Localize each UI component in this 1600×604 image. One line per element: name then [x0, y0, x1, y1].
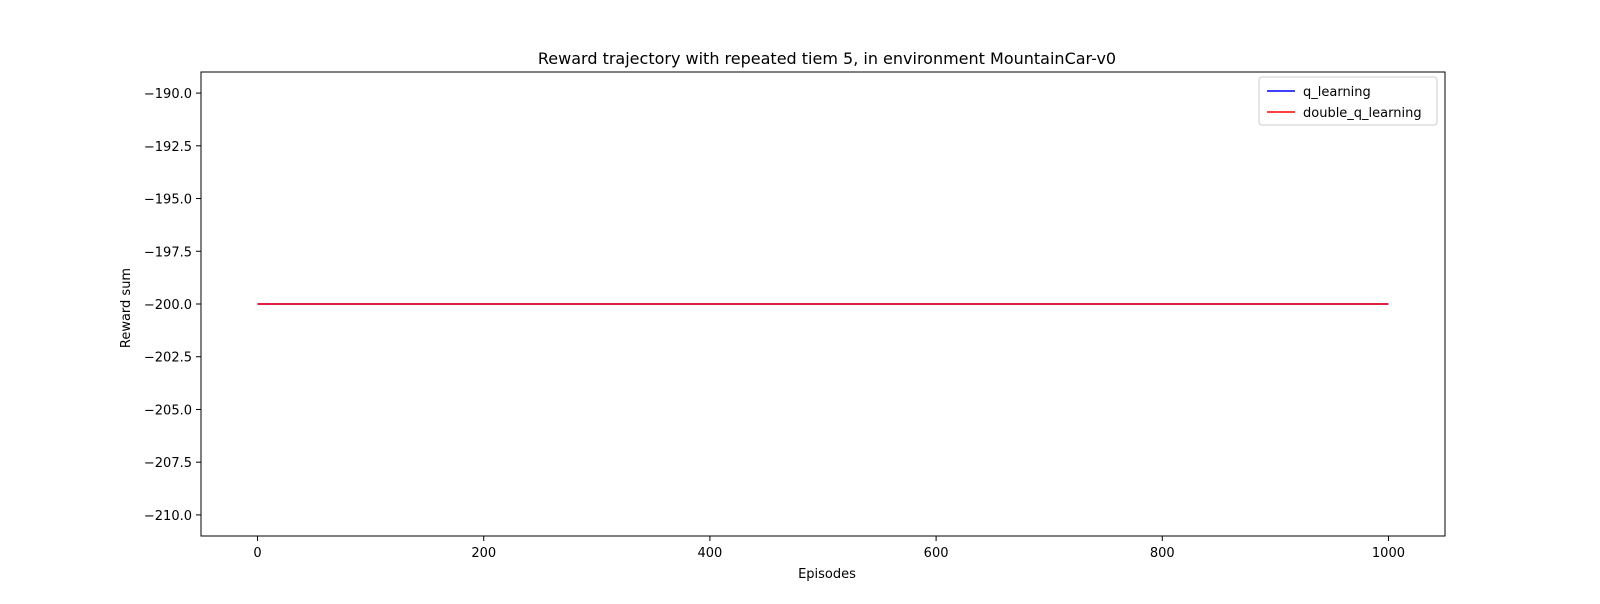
legend-label: double_q_learning — [1303, 106, 1422, 121]
x-axis-ticks: 0 200 400 600 800 1000 — [253, 536, 1405, 561]
x-tick-label: 1000 — [1372, 546, 1405, 561]
x-tick-label: 600 — [924, 546, 949, 561]
x-tick-label: 800 — [1150, 546, 1175, 561]
x-tick-label: 0 — [253, 546, 261, 561]
legend: q_learning double_q_learning — [1258, 76, 1438, 126]
legend-label: q_learning — [1303, 85, 1371, 100]
y-tick-label: −195.0 — [144, 193, 192, 208]
y-tick-label: −200.0 — [144, 298, 192, 313]
x-axis-label: Episodes — [798, 567, 856, 582]
y-tick-label: −197.5 — [144, 245, 192, 260]
y-tick-label: −192.5 — [144, 140, 192, 155]
y-tick-label: −210.0 — [144, 509, 192, 524]
y-tick-label: −205.0 — [144, 403, 192, 418]
legend-box — [1258, 76, 1438, 126]
y-tick-label: −202.5 — [144, 351, 192, 366]
y-axis-label: Reward sum — [119, 268, 134, 348]
plot-frame — [200, 71, 1446, 537]
y-tick-label: −207.5 — [144, 456, 192, 471]
y-tick-label: −190.0 — [144, 87, 192, 102]
x-tick-label: 400 — [697, 546, 722, 561]
chart-title: Reward trajectory with repeated tiem 5, … — [538, 49, 1116, 68]
y-axis-ticks: −190.0 −192.5 −195.0 −197.5 −200.0 −202.5 −205… — [144, 87, 201, 524]
x-tick-label: 200 — [471, 546, 496, 561]
